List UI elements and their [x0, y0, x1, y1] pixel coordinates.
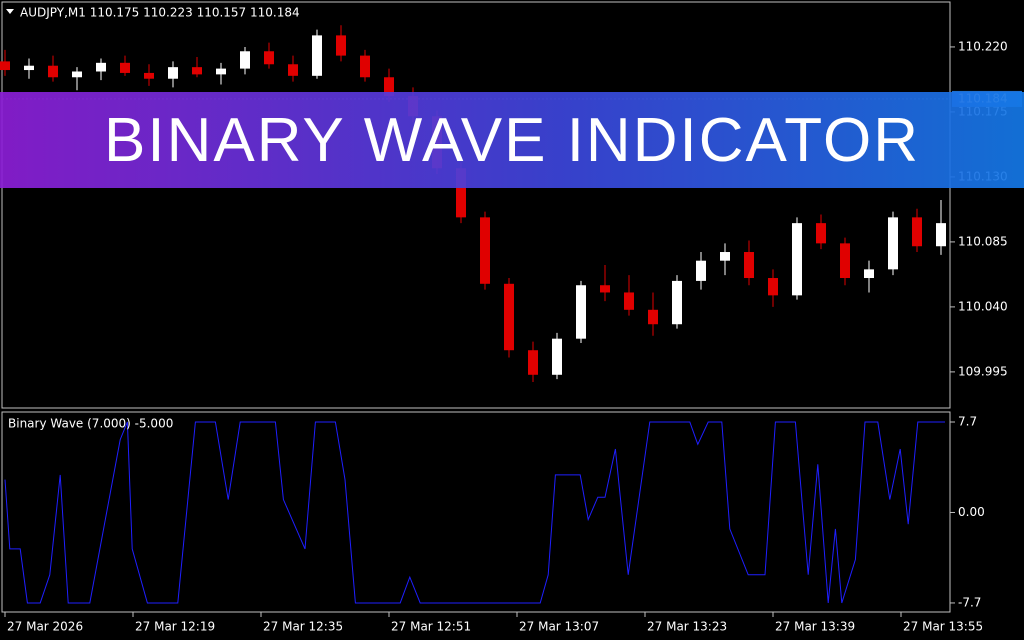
symbol-title: AUDJPY,M1 110.175 110.223 110.157 110.18…	[20, 6, 300, 20]
candle-body	[696, 260, 706, 281]
x-tick-label: 27 Mar 12:35	[263, 620, 343, 634]
y-tick-label: 110.220	[958, 39, 1008, 53]
banner: BINARY WAVE INDICATOR	[0, 92, 1024, 188]
x-tick-label: 27 Mar 12:51	[391, 620, 471, 634]
x-tick-label: 27 Mar 13:39	[775, 620, 855, 634]
candle-body	[456, 168, 466, 218]
candle-body	[864, 269, 874, 279]
x-tick-label: 27 Mar 13:23	[647, 620, 727, 634]
x-tick-label: 27 Mar 13:55	[903, 620, 983, 634]
x-tick-label: 27 Mar 13:07	[519, 620, 599, 634]
candle-body	[504, 283, 514, 351]
candle-body	[264, 51, 274, 65]
collapse-arrow[interactable]	[6, 9, 14, 14]
candle-body	[936, 223, 946, 247]
candle-body	[720, 252, 730, 261]
candle-body	[240, 51, 250, 69]
candle-body	[312, 35, 322, 76]
candle-body	[792, 223, 802, 296]
candle-body	[576, 285, 586, 339]
candle-body	[528, 350, 538, 375]
candle-body	[840, 243, 850, 279]
candle-body	[384, 77, 394, 97]
candle-body	[912, 217, 922, 247]
banner-text: BINARY WAVE INDICATOR	[103, 105, 920, 175]
y-tick-label: 109.995	[958, 364, 1008, 378]
candle-body	[672, 280, 682, 325]
y-tick-label: 110.085	[958, 234, 1008, 248]
candle-body	[216, 68, 226, 75]
candle-body	[120, 62, 130, 73]
candle-body	[192, 67, 202, 75]
candle-body	[336, 35, 346, 56]
candle-body	[600, 285, 610, 293]
y-tick-label: 110.040	[958, 299, 1008, 313]
candle-body	[624, 292, 634, 310]
candle-body	[72, 71, 82, 78]
indicator-title: Binary Wave (7.000) -5.000	[8, 417, 173, 431]
price-frame	[1, 1, 951, 409]
candle-body	[648, 309, 658, 325]
candle-body	[816, 223, 826, 244]
x-tick-label: 27 Mar 12:19	[135, 620, 215, 634]
candle-body	[768, 278, 778, 296]
x-tick-label: 27 Mar 2026	[7, 620, 83, 634]
candle-body	[168, 67, 178, 79]
candle-body	[360, 55, 370, 78]
candle-body	[0, 61, 10, 71]
candle-body	[96, 62, 106, 72]
indicator-frame	[1, 411, 951, 613]
indicator-line	[4, 421, 945, 604]
y-tick-label: 7.7	[958, 414, 977, 428]
candle-body	[144, 72, 154, 79]
candle-body	[24, 65, 34, 71]
y-tick-label: -7.7	[958, 595, 981, 609]
candle-body	[480, 217, 490, 284]
candle-body	[888, 217, 898, 270]
candle-body	[552, 338, 562, 375]
y-tick-label: 0.00	[958, 505, 985, 519]
candle-body	[48, 65, 58, 78]
candle-body	[288, 64, 298, 76]
candle-body	[744, 252, 754, 279]
